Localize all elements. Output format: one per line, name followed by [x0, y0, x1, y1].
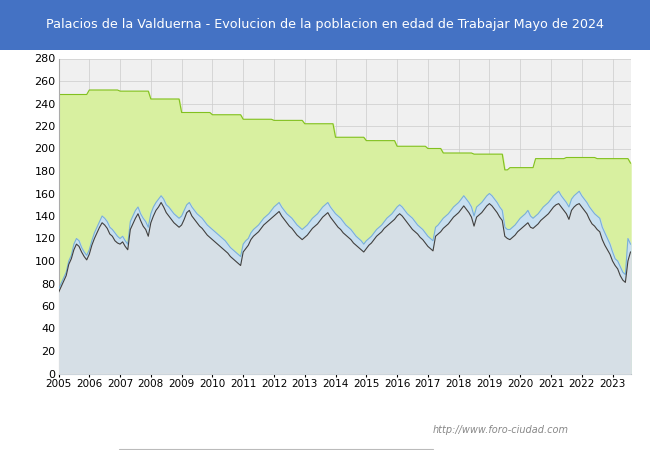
Text: Palacios de la Valduerna - Evolucion de la poblacion en edad de Trabajar Mayo de: Palacios de la Valduerna - Evolucion de …: [46, 18, 604, 31]
Legend: Ocupados, Parados, Hab. entre 16-64: Ocupados, Parados, Hab. entre 16-64: [119, 449, 433, 450]
Text: http://www.foro-ciudad.com: http://www.foro-ciudad.com: [432, 425, 569, 435]
